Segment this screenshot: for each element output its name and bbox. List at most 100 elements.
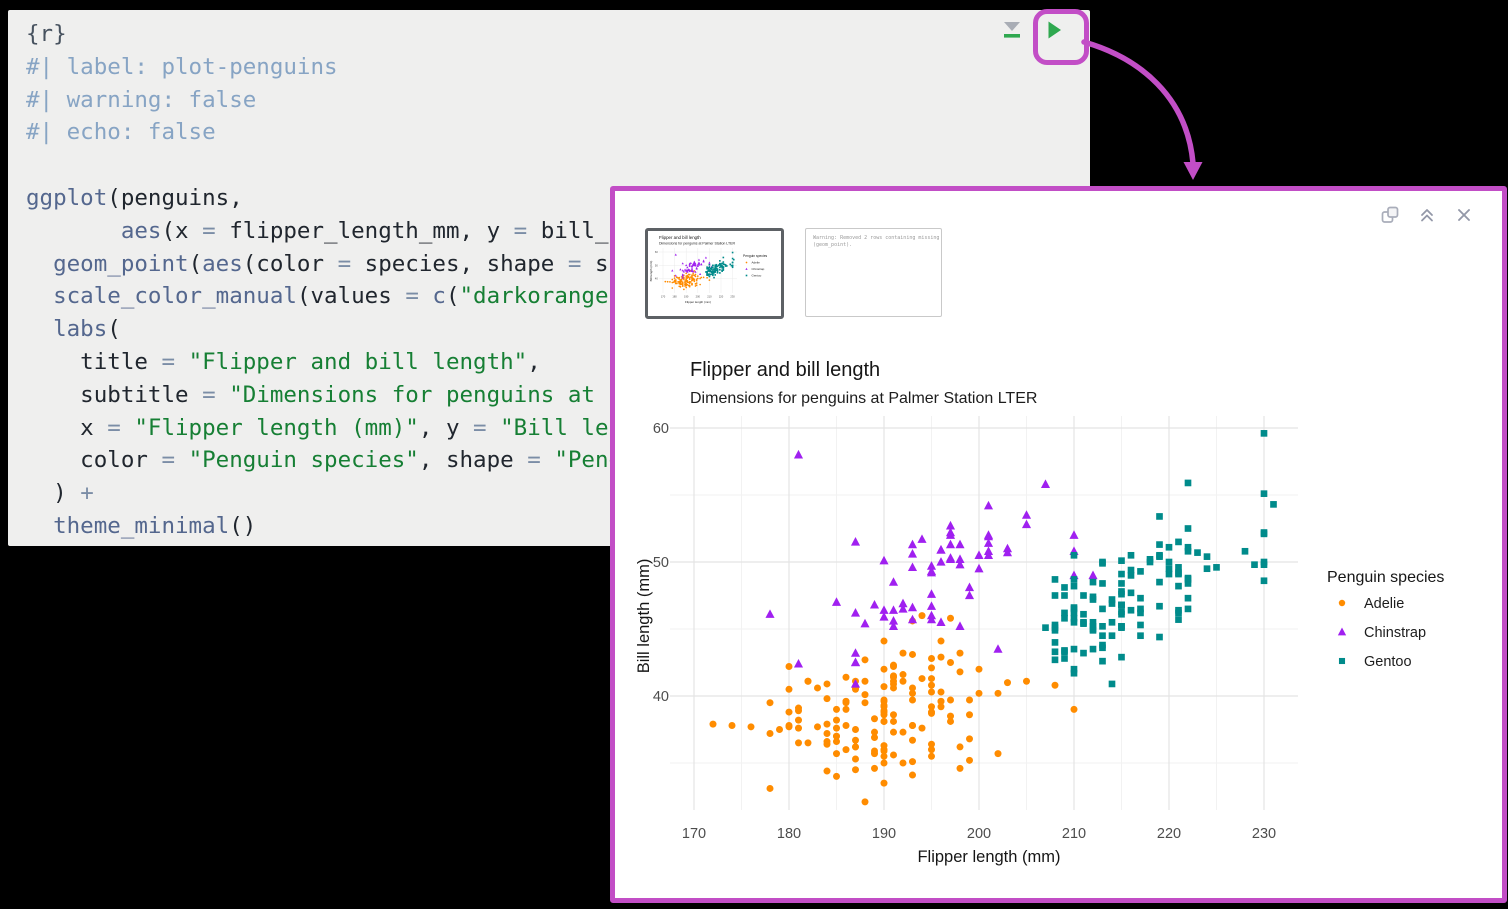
code-token: = bbox=[473, 414, 487, 441]
code-token: "Flipper length (mm)" bbox=[134, 414, 419, 441]
data-point bbox=[685, 286, 688, 289]
y-axis-tick-label: 50 bbox=[653, 555, 669, 571]
data-point bbox=[823, 767, 831, 775]
collapse-output-button[interactable] bbox=[1417, 205, 1437, 225]
data-point bbox=[1127, 551, 1135, 559]
data-point bbox=[714, 266, 717, 269]
x-axis-tick-label: 170 bbox=[661, 295, 666, 299]
data-point bbox=[890, 684, 897, 692]
data-point bbox=[850, 679, 861, 688]
data-point bbox=[716, 268, 719, 270]
data-point bbox=[716, 269, 719, 272]
data-point bbox=[708, 267, 711, 269]
output-thumbnail-warning[interactable]: Warning: Removed 2 rows containing missi… bbox=[805, 228, 942, 317]
data-point bbox=[1175, 606, 1182, 614]
data-point bbox=[945, 554, 956, 563]
data-point bbox=[928, 746, 935, 754]
data-point bbox=[1137, 621, 1144, 629]
data-point bbox=[888, 577, 899, 586]
data-point bbox=[1165, 565, 1173, 573]
data-point bbox=[1146, 555, 1154, 563]
data-point bbox=[898, 604, 908, 613]
code-line: #| echo: false bbox=[26, 116, 622, 149]
data-point bbox=[983, 538, 994, 547]
data-point bbox=[679, 268, 682, 271]
data-point bbox=[681, 281, 684, 283]
data-point bbox=[861, 699, 869, 707]
close-output-button[interactable] bbox=[1454, 205, 1474, 225]
data-point bbox=[688, 273, 691, 276]
data-point bbox=[785, 685, 793, 693]
data-point bbox=[966, 711, 973, 719]
data-point bbox=[692, 278, 695, 281]
data-point bbox=[928, 703, 935, 711]
output-thumbnail-plot-selected[interactable]: Flipper and bill length Dimensions for pe… bbox=[645, 228, 784, 319]
code-token: = bbox=[527, 447, 541, 474]
code-token bbox=[26, 218, 121, 244]
data-point bbox=[1061, 592, 1068, 599]
code-token: , shape bbox=[418, 447, 528, 474]
data-point bbox=[947, 659, 954, 666]
data-point bbox=[725, 265, 728, 267]
data-point bbox=[1099, 622, 1106, 630]
data-point bbox=[664, 280, 667, 283]
legend-marker-adelie bbox=[745, 261, 748, 264]
data-point bbox=[696, 277, 699, 280]
legend-title: Penguin species bbox=[1327, 569, 1444, 586]
data-point bbox=[685, 264, 688, 267]
open-in-window-button[interactable] bbox=[1380, 205, 1400, 225]
x-axis-tick-label: 180 bbox=[777, 826, 801, 842]
data-point bbox=[926, 566, 937, 576]
data-point bbox=[681, 285, 684, 288]
data-point bbox=[852, 755, 859, 763]
code-token bbox=[175, 349, 189, 375]
data-point bbox=[795, 716, 802, 724]
run-current-chunk-button[interactable] bbox=[1042, 18, 1066, 42]
data-point bbox=[1070, 705, 1078, 713]
data-point bbox=[1175, 570, 1182, 578]
data-point bbox=[907, 539, 918, 549]
data-point bbox=[909, 684, 916, 692]
data-point bbox=[888, 616, 899, 625]
data-point bbox=[708, 270, 711, 273]
data-point bbox=[852, 726, 859, 733]
data-point bbox=[695, 266, 698, 269]
data-point bbox=[871, 734, 878, 742]
data-point bbox=[1051, 648, 1059, 656]
code-token: geom_point bbox=[53, 250, 189, 277]
data-point bbox=[937, 688, 945, 696]
data-point bbox=[688, 280, 691, 283]
data-point bbox=[993, 644, 1003, 653]
data-point bbox=[710, 266, 713, 269]
data-point bbox=[814, 723, 821, 731]
code-token bbox=[175, 447, 189, 473]
code-token: = bbox=[202, 381, 216, 408]
data-point bbox=[1203, 553, 1211, 560]
data-point bbox=[765, 609, 775, 618]
data-point bbox=[714, 269, 717, 272]
code-token: , y bbox=[418, 414, 474, 441]
data-point bbox=[804, 677, 812, 685]
data-point bbox=[890, 672, 897, 680]
data-point bbox=[1241, 547, 1249, 555]
data-point bbox=[955, 539, 965, 549]
data-point bbox=[1165, 558, 1173, 566]
data-point bbox=[871, 750, 878, 758]
data-point bbox=[713, 276, 715, 279]
legend-title: Penguin species bbox=[743, 254, 768, 258]
data-point bbox=[722, 266, 725, 268]
run-all-chunks-above-button[interactable] bbox=[1000, 18, 1024, 42]
data-point bbox=[691, 283, 693, 286]
code-editor[interactable]: {r} #| label: plot-penguins #| warning: fa… bbox=[26, 18, 622, 543]
data-point bbox=[945, 520, 956, 530]
data-point bbox=[1061, 609, 1068, 617]
code-token: "Flipper and bill length" bbox=[188, 348, 528, 375]
data-point bbox=[880, 759, 888, 767]
data-point bbox=[890, 711, 897, 719]
data-point bbox=[1184, 580, 1192, 587]
data-point bbox=[1051, 639, 1059, 646]
run-chunk-play-icon bbox=[1048, 21, 1061, 39]
data-point bbox=[936, 545, 946, 554]
data-point bbox=[747, 723, 755, 731]
code-token: () bbox=[229, 512, 257, 539]
